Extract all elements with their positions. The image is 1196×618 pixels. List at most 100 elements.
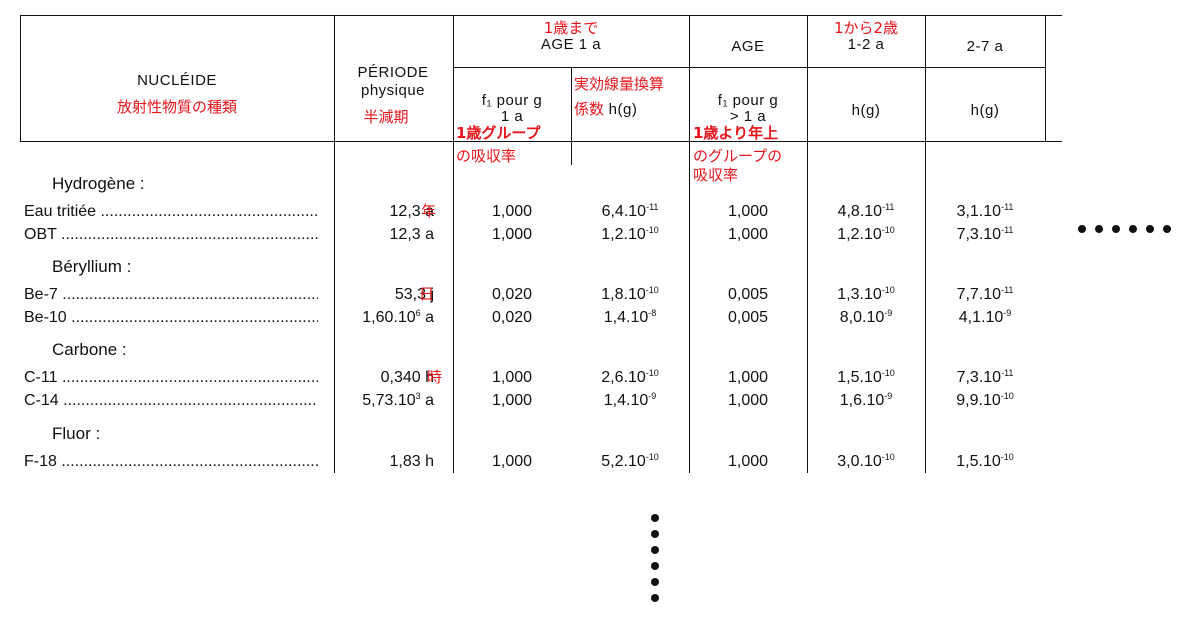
header-periode-1: PÉRIODE (357, 64, 429, 81)
nuclide-name: C-14 ...................................… (24, 392, 318, 409)
period-value: 1,83 h (389, 453, 434, 470)
nuclide-name: Be-10 ..................................… (24, 309, 318, 326)
header-nucleide-ja: 放射性物質の種類 (116, 98, 238, 116)
ellipsis-dot (1129, 225, 1137, 233)
nuclide-name: OBT ....................................… (24, 226, 318, 243)
period-value: 5,73.103 a (362, 391, 434, 410)
col-border-f1 (571, 67, 572, 165)
f1b-value: 1,000 (727, 369, 769, 386)
header-h1-ja-1: 実効線量換算 (574, 75, 665, 93)
header-age1-ja: 1歳まで (543, 19, 599, 37)
ellipsis-dot (651, 594, 659, 602)
header-age12-ja: 1から2歳 (833, 19, 899, 37)
col-border-h1 (689, 15, 690, 473)
col-border-periode (453, 15, 454, 473)
h12-value: 1,3.10-10 (837, 285, 895, 304)
f1b-value: 1,000 (727, 453, 769, 470)
ellipsis-dot (1095, 225, 1103, 233)
header-f1b-ja-1: 1歳より年上 (693, 124, 779, 142)
f1-value: 1,000 (491, 203, 533, 220)
header-h1: 係数 h(g) (574, 100, 637, 119)
f1-value: 1,000 (491, 369, 533, 386)
header-age: AGE (731, 38, 765, 55)
h1-value: 6,4.10-11 (601, 202, 659, 221)
f1-value: 1,000 (491, 453, 533, 470)
col-border-h12 (925, 15, 926, 473)
h12-value: 1,6.10-9 (839, 391, 893, 410)
col-border-left (20, 15, 21, 142)
table-top-border (20, 15, 1062, 16)
f1-value: 0,020 (491, 309, 533, 326)
ellipsis-dot (651, 562, 659, 570)
header-bottom-border (20, 141, 1062, 142)
nuclide-name: F-18 ...................................… (24, 453, 318, 470)
period-value: 1,60.106 a (362, 308, 434, 327)
f1b-value: 0,005 (727, 286, 769, 303)
annotation-hour: 時 (427, 368, 443, 386)
annotation-day: 日 (419, 285, 435, 303)
col-border-nuclide (334, 15, 335, 473)
h27-value: 7,3.10-11 (956, 368, 1014, 387)
subheader-border (453, 67, 1045, 68)
ellipsis-dot (651, 578, 659, 586)
group-label: Carbone : (52, 340, 127, 359)
annotation-year: 年 (421, 202, 437, 220)
h12-value: 8,0.10-9 (839, 308, 893, 327)
col-border-f1b (807, 15, 808, 473)
f1b-value: 1,000 (727, 226, 769, 243)
h27-value: 4,1.10-9 (958, 308, 1012, 327)
header-nucleide: NUCLÉIDE (137, 72, 217, 89)
header-f1-1: f₁ pour g (481, 92, 543, 109)
h1-value: 2,6.10-10 (601, 368, 659, 387)
period-value: 0,340 h (380, 369, 434, 386)
header-h27: h(g) (970, 102, 1000, 119)
h27-value: 9,9.10-10 (956, 391, 1014, 410)
h12-value: 1,2.10-10 (837, 225, 895, 244)
ellipsis-dot (651, 530, 659, 538)
h1-value: 1,4.10-9 (603, 391, 657, 410)
nuclide-name: C-11 ...................................… (24, 369, 318, 386)
nuclide-name: Be-7 ...................................… (24, 286, 318, 303)
h27-value: 7,3.10-11 (956, 225, 1014, 244)
h27-value: 3,1.10-11 (956, 202, 1014, 221)
header-f1-ja-1: 1歳グループ (456, 124, 541, 142)
header-f1b-ja-3: 吸収率 (693, 166, 739, 184)
group-label: Hydrogène : (52, 174, 145, 193)
h12-value: 4,8.10-11 (837, 202, 895, 221)
header-age1: AGE 1 a (540, 36, 602, 53)
h1-value: 1,8.10-10 (601, 285, 659, 304)
h1-value: 1,4.10-8 (603, 308, 657, 327)
header-age12: 1-2 a (847, 36, 885, 53)
nuclide-name: Eau tritiée ............................… (24, 203, 318, 220)
h27-value: 7,7.10-11 (956, 285, 1014, 304)
header-f1b-ja-2: のグループの (693, 147, 783, 165)
h1-value: 1,2.10-10 (601, 225, 659, 244)
ellipsis-dot (651, 546, 659, 554)
ellipsis-dot (651, 514, 659, 522)
header-periode-2: physique (360, 82, 426, 99)
f1b-value: 1,000 (727, 392, 769, 409)
h27-value: 1,5.10-10 (956, 452, 1014, 471)
group-label: Fluor : (52, 424, 101, 443)
f1-value: 1,000 (491, 392, 533, 409)
header-f1b-1: f₁ pour g (717, 92, 779, 109)
h1-value: 5,2.10-10 (601, 452, 659, 471)
ellipsis-dot (1146, 225, 1154, 233)
h12-value: 3,0.10-10 (837, 452, 895, 471)
period-value: 12,3 a (389, 203, 434, 220)
f1b-value: 1,000 (727, 203, 769, 220)
ellipsis-dot (1112, 225, 1120, 233)
group-label: Béryllium : (52, 257, 132, 276)
f1b-value: 0,005 (727, 309, 769, 326)
col-border-h27 (1045, 15, 1046, 141)
header-f1-ja-2: の吸収率 (456, 147, 517, 165)
f1-value: 1,000 (491, 226, 533, 243)
header-h1-ja-2: 係数 (574, 100, 605, 118)
h12-value: 1,5.10-10 (837, 368, 895, 387)
header-f1-2: 1 a (500, 108, 524, 125)
header-f1b-2: > 1 a (729, 108, 767, 125)
header-h1-label: h(g) (604, 101, 638, 118)
header-h12: h(g) (851, 102, 881, 119)
period-value: 12,3 a (389, 226, 434, 243)
